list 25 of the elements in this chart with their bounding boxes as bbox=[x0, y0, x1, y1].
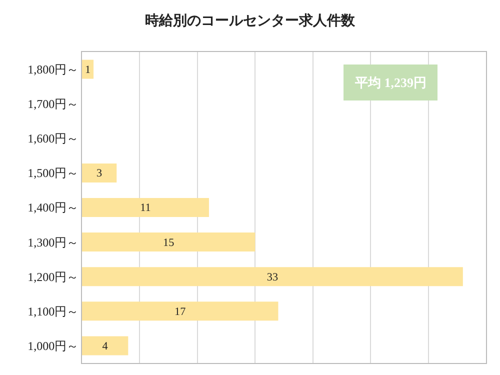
bar bbox=[82, 336, 128, 356]
bar bbox=[82, 198, 209, 217]
bar bbox=[82, 60, 94, 79]
data-label: 33 bbox=[266, 271, 278, 284]
data-label: 11 bbox=[140, 202, 151, 214]
chart-title: 時給別のコールセンター求人件数 bbox=[145, 12, 356, 29]
y-tick-label: 1,600円～ bbox=[28, 132, 79, 146]
y-tick-label: 1,400円～ bbox=[28, 200, 79, 215]
data-label: 17 bbox=[174, 306, 186, 318]
bar bbox=[82, 232, 256, 252]
y-tick-label: 1,500円～ bbox=[28, 166, 79, 180]
y-tick-label: 1,800円～ bbox=[28, 62, 79, 76]
bar bbox=[82, 163, 117, 182]
y-tick-label: 1,700円～ bbox=[28, 97, 79, 112]
data-label: 3 bbox=[96, 168, 103, 180]
data-label: 15 bbox=[163, 236, 175, 249]
annotation: 平均 1,239円 bbox=[354, 75, 426, 90]
y-tick-label: 1,000円～ bbox=[28, 338, 79, 353]
bar bbox=[82, 302, 278, 321]
y-tick-label: 1,300円～ bbox=[28, 235, 79, 250]
y-tick-label: 1,200円～ bbox=[28, 270, 79, 284]
data-label: 1 bbox=[84, 64, 91, 76]
bar bbox=[82, 267, 463, 286]
data-label: 4 bbox=[102, 340, 108, 352]
y-tick-label: 1,100円～ bbox=[28, 304, 79, 318]
